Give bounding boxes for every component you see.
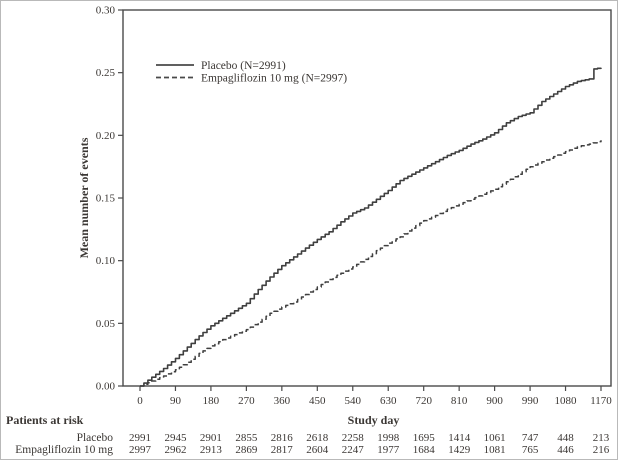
x-tick-label: 270: [238, 395, 255, 407]
legend-label: Placebo (N=2991): [201, 60, 286, 72]
risk-value: 2618: [306, 432, 329, 444]
x-tick-label: 360: [274, 395, 291, 407]
empagliflozin-curve: [140, 140, 602, 387]
risk-value: 1429: [448, 444, 471, 456]
y-tick-label: 0.00: [96, 381, 116, 393]
risk-value: 765: [521, 444, 539, 456]
x-tick-label: 900: [486, 395, 503, 407]
y-tick-label: 0.05: [96, 318, 116, 330]
risk-value: 446: [557, 444, 574, 456]
x-tick-label: 720: [415, 395, 432, 407]
risk-value: 2913: [199, 444, 222, 456]
risk-value: 1684: [412, 444, 435, 456]
plot-frame: [122, 9, 612, 387]
risk-value: 2247: [341, 444, 364, 456]
y-tick-label: 0.10: [96, 255, 116, 267]
x-tick-label: 630: [380, 395, 397, 407]
risk-row-label: Empagliflozin 10 mg: [15, 444, 113, 456]
x-tick-label: 810: [451, 395, 468, 407]
risk-value: 1977: [377, 444, 400, 456]
y-tick-label: 0.30: [96, 5, 116, 17]
risk-value: 2258: [341, 432, 364, 444]
x-tick-label: 1170: [590, 395, 612, 407]
y-tick-label: 0.15: [96, 193, 116, 205]
risk-value: 2962: [164, 444, 187, 456]
x-axis-title: Study day: [348, 413, 400, 427]
x-tick-label: 90: [170, 395, 182, 407]
risk-value: 1081: [483, 444, 506, 456]
risk-value: 2945: [164, 432, 187, 444]
y-tick-label: 0.25: [96, 67, 116, 79]
risk-value: 2997: [129, 444, 151, 456]
x-tick-label: 990: [522, 395, 539, 407]
risk-value: 1998: [377, 432, 400, 444]
risk-value: 2855: [235, 432, 258, 444]
risk-value: 448: [557, 432, 574, 444]
risk-value: 2869: [235, 444, 258, 456]
x-tick-label: 0: [137, 395, 143, 407]
placebo-curve: [140, 67, 602, 387]
risk-value: 2991: [129, 432, 151, 444]
x-tick-label: 450: [309, 395, 326, 407]
x-tick-label: 1080: [555, 395, 578, 407]
risk-value: 2816: [270, 432, 293, 444]
risk-table-title: Patients at risk: [6, 413, 84, 427]
risk-row-label: Placebo: [76, 432, 113, 444]
risk-value: 2901: [199, 432, 222, 444]
risk-value: 216: [592, 444, 610, 456]
risk-value: 1414: [448, 432, 471, 444]
x-tick-label: 540: [345, 395, 362, 407]
risk-value: 213: [592, 432, 610, 444]
x-tick-label: 180: [203, 395, 220, 407]
risk-value: 1695: [412, 432, 435, 444]
risk-value: 747: [521, 432, 539, 444]
y-axis-title: Mean number of events: [77, 137, 91, 258]
legend-label: Empagliflozin 10 mg (N=2997): [201, 73, 347, 85]
risk-value: 2604: [306, 444, 329, 456]
risk-value: 1061: [483, 432, 506, 444]
risk-value: 2817: [270, 444, 293, 456]
y-tick-label: 0.20: [96, 130, 116, 142]
